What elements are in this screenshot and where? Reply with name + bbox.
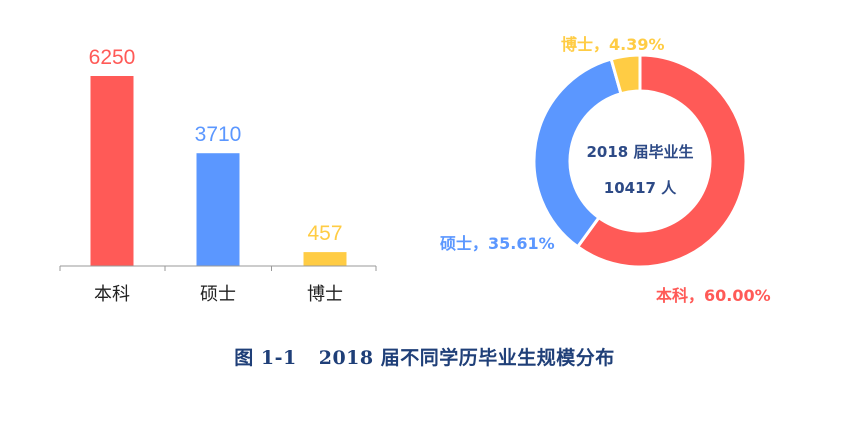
caption-title: 2018 届不同学历毕业生规模分布 (318, 347, 615, 369)
category-label-1: 硕士 (200, 284, 236, 305)
donut-chart: 本科，60.00% 硕士，35.61% 博士，4.39% 2018 届毕业生 10417… (440, 35, 771, 305)
bar-value-label-2: 457 (307, 222, 342, 245)
bar-1 (196, 153, 240, 266)
slice-label-2: 博士，4.39% (561, 35, 665, 54)
bar-chart: 6250 本科 3710 硕士 457 博士 (59, 46, 377, 305)
donut-center-title: 2018 届毕业生 (587, 143, 694, 161)
bar-value-label-0: 6250 (89, 46, 136, 69)
caption-number: 图 1-1 (234, 347, 297, 369)
category-label-2: 博士 (307, 284, 343, 305)
donut-slice-2 (609, 53, 642, 96)
donut-slice-1 (532, 57, 623, 249)
category-label-0: 本科 (94, 284, 130, 305)
slice-label-0: 本科，60.00% (656, 286, 771, 305)
bar-2 (303, 252, 347, 266)
donut-center-total: 10417 人 (604, 179, 677, 197)
bar-0 (90, 76, 134, 266)
slice-label-1: 硕士，35.61% (440, 234, 555, 253)
donut-slice-0 (575, 53, 748, 269)
bar-value-label-1: 3710 (195, 123, 242, 146)
figure-caption: 图 1-1 2018 届不同学历毕业生规模分布 (0, 343, 849, 370)
